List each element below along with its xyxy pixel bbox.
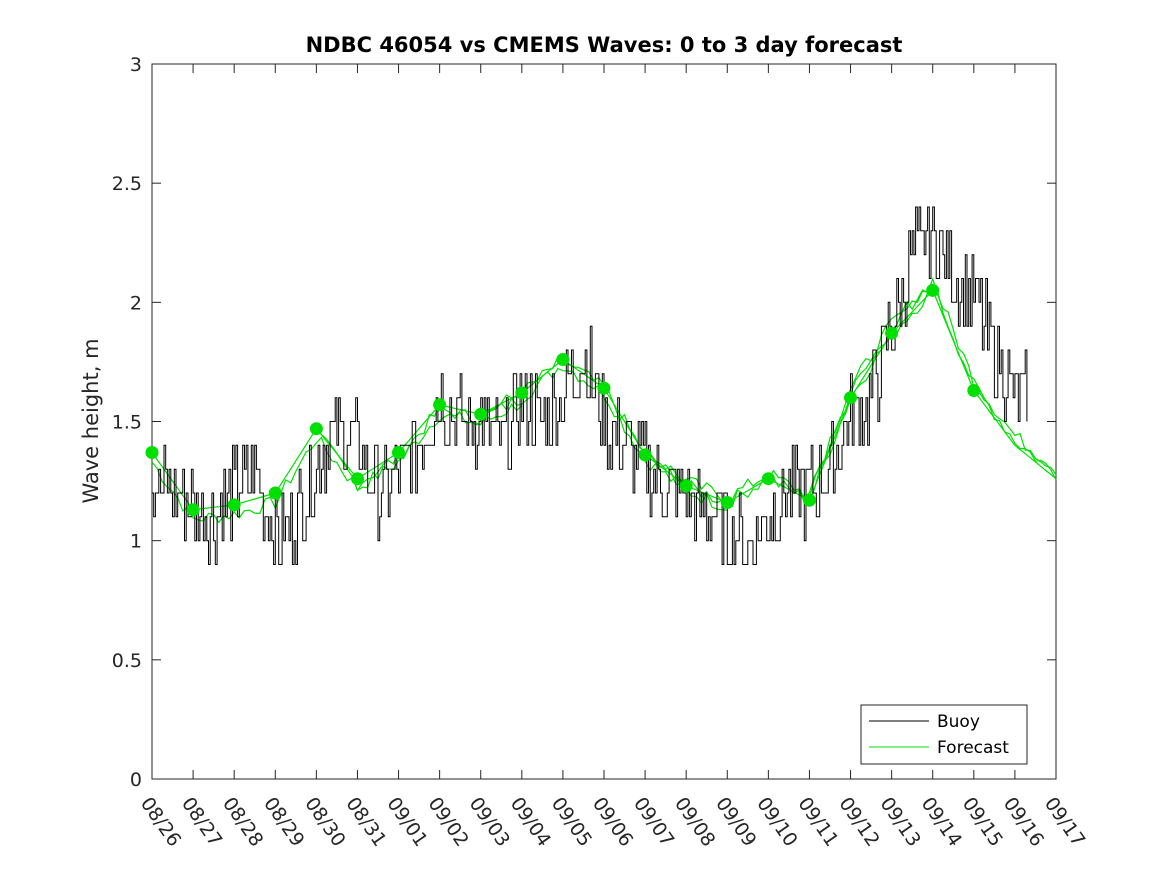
forecast-point bbox=[556, 353, 570, 366]
x-tick-label: 09/06 bbox=[588, 793, 637, 850]
forecast-point bbox=[597, 381, 611, 395]
x-tick-label: 08/26 bbox=[136, 793, 185, 850]
forecast-point bbox=[268, 486, 282, 500]
x-tick-label: 09/07 bbox=[629, 793, 678, 850]
y-tick-label: 1.5 bbox=[112, 412, 142, 434]
y-tick-label: 2.5 bbox=[112, 173, 142, 195]
x-tick-label: 09/11 bbox=[793, 793, 842, 850]
forecast-point bbox=[844, 391, 857, 405]
x-tick-label: 09/12 bbox=[834, 793, 883, 850]
legend-label-buoy: Buoy bbox=[937, 712, 980, 732]
x-tick-label: 09/01 bbox=[382, 793, 431, 850]
x-tick-label: 09/14 bbox=[917, 793, 966, 850]
x-tick-label: 08/27 bbox=[177, 793, 226, 850]
x-tick-label: 09/10 bbox=[752, 793, 801, 850]
y-tick-label: 1 bbox=[130, 531, 142, 553]
forecast-line bbox=[808, 277, 1057, 498]
forecast-point bbox=[309, 422, 323, 436]
x-tick-label: 09/08 bbox=[670, 793, 719, 850]
forecast-point bbox=[803, 493, 816, 507]
legend-label-forecast: Forecast bbox=[937, 738, 1009, 758]
x-tick-label: 08/29 bbox=[259, 793, 308, 850]
x-tick-label: 08/30 bbox=[300, 793, 349, 850]
legend: Buoy Forecast bbox=[860, 704, 1028, 765]
y-tick-label: 0 bbox=[130, 769, 142, 791]
x-tick-label: 09/17 bbox=[1040, 793, 1089, 850]
forecast-point bbox=[227, 498, 241, 512]
forecast-point bbox=[351, 472, 364, 486]
buoy-line bbox=[152, 206, 1028, 565]
forecast-point bbox=[392, 446, 405, 459]
forecast-point bbox=[926, 283, 940, 297]
forecast-point bbox=[186, 503, 200, 517]
forecast-point bbox=[474, 407, 488, 421]
x-tick-label: 09/15 bbox=[958, 793, 1007, 850]
chart-title: NDBC 46054 vs CMEMS Waves: 0 to 3 day fo… bbox=[306, 33, 903, 57]
x-tick-label: 09/13 bbox=[876, 793, 925, 850]
legend-box bbox=[860, 704, 1028, 765]
y-axis-label: Wave height, m bbox=[79, 338, 103, 503]
x-tick-label: 09/09 bbox=[711, 793, 760, 850]
forecast-point bbox=[638, 448, 652, 462]
x-tick-label: 08/28 bbox=[218, 793, 267, 850]
y-tick-label: 2 bbox=[130, 292, 142, 314]
forecast-line bbox=[480, 285, 934, 508]
x-tick-label: 09/04 bbox=[506, 793, 555, 850]
forecast-point bbox=[967, 384, 981, 397]
forecast-point bbox=[515, 386, 529, 400]
y-tick-label: 0.5 bbox=[112, 650, 142, 672]
y-tick-label: 3 bbox=[130, 54, 142, 76]
x-tick-label: 09/03 bbox=[465, 793, 514, 850]
forecast-point bbox=[885, 326, 899, 340]
forecast-point bbox=[145, 446, 159, 459]
x-tick-label: 09/05 bbox=[547, 793, 596, 850]
forecast-point bbox=[433, 398, 447, 412]
x-tick-label: 08/31 bbox=[341, 793, 390, 850]
forecast-point bbox=[679, 479, 693, 493]
forecast-point bbox=[720, 496, 734, 509]
x-tick-label: 09/02 bbox=[424, 793, 473, 850]
x-tick-label: 09/16 bbox=[999, 793, 1048, 850]
forecast-point bbox=[761, 472, 775, 486]
